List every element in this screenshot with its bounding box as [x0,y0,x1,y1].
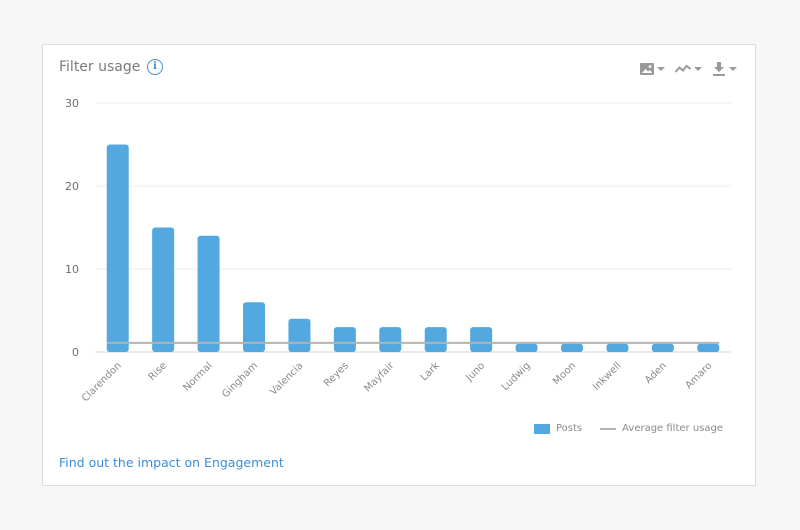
chevron-down-icon [694,67,702,71]
chart-legend: Posts Average filter usage [516,423,723,434]
bar[interactable] [333,327,356,352]
download-button[interactable] [712,62,737,76]
legend-item-average[interactable]: Average filter usage [600,423,723,434]
legend-item-posts[interactable]: Posts [534,423,582,434]
bar[interactable] [515,343,538,352]
bar[interactable] [379,327,402,352]
legend-label-posts: Posts [556,423,583,434]
bar[interactable] [106,144,129,353]
y-tick-label: 0 [72,346,79,359]
line-chart-icon [675,64,691,73]
x-tick-label: Inkwell [591,360,624,393]
x-tick-label: Reyes [322,360,351,389]
x-tick-label: Rise [147,360,170,383]
legend-swatch-bar [534,423,550,434]
bar[interactable] [606,343,629,352]
bar[interactable] [424,327,447,352]
download-icon [713,62,725,76]
bar[interactable] [470,327,493,352]
y-tick-label: 10 [65,263,79,276]
legend-swatch-line [600,427,617,430]
legend-label-average: Average filter usage [622,423,723,434]
info-icon[interactable]: i [147,59,163,75]
bar[interactable] [197,235,220,352]
x-tick-label: Normal [181,360,214,393]
chart-toolbar [640,62,737,76]
x-tick-label: Clarendon [80,360,124,404]
engagement-impact-link[interactable]: Find out the impact on Engagement [59,455,284,470]
x-tick-label: Lark [419,360,442,383]
image-export-button[interactable] [640,62,665,76]
filter-usage-card: Filter usage i 0 10 20 30 Clarendon Rise Norma… [42,44,756,486]
chevron-down-icon [657,67,665,71]
bar[interactable] [697,343,720,352]
x-tick-label: Valencia [268,360,305,397]
card-title: Filter usage [59,59,141,75]
bar[interactable] [152,227,175,353]
bar[interactable] [561,343,583,352]
bar[interactable] [288,318,311,352]
x-tick-label: Aden [643,360,669,386]
x-tick-label: Ludwig [500,360,533,393]
x-tick-label: Amaro [683,360,714,391]
bar[interactable] [243,302,265,352]
x-tick-label: Gingham [220,360,260,400]
image-icon [640,63,654,75]
chart-type-button[interactable] [675,62,702,76]
chevron-down-icon [729,67,737,71]
y-tick-label: 20 [65,180,79,193]
bar[interactable] [651,343,674,352]
bar-chart: 0 10 20 30 Clarendon Rise Normal Gingham Valenci… [65,97,731,404]
x-tick-label: Mayfair [362,360,397,395]
x-tick-label: Moon [551,360,578,387]
x-tick-label: Juno [463,360,487,384]
y-tick-label: 30 [65,97,79,110]
